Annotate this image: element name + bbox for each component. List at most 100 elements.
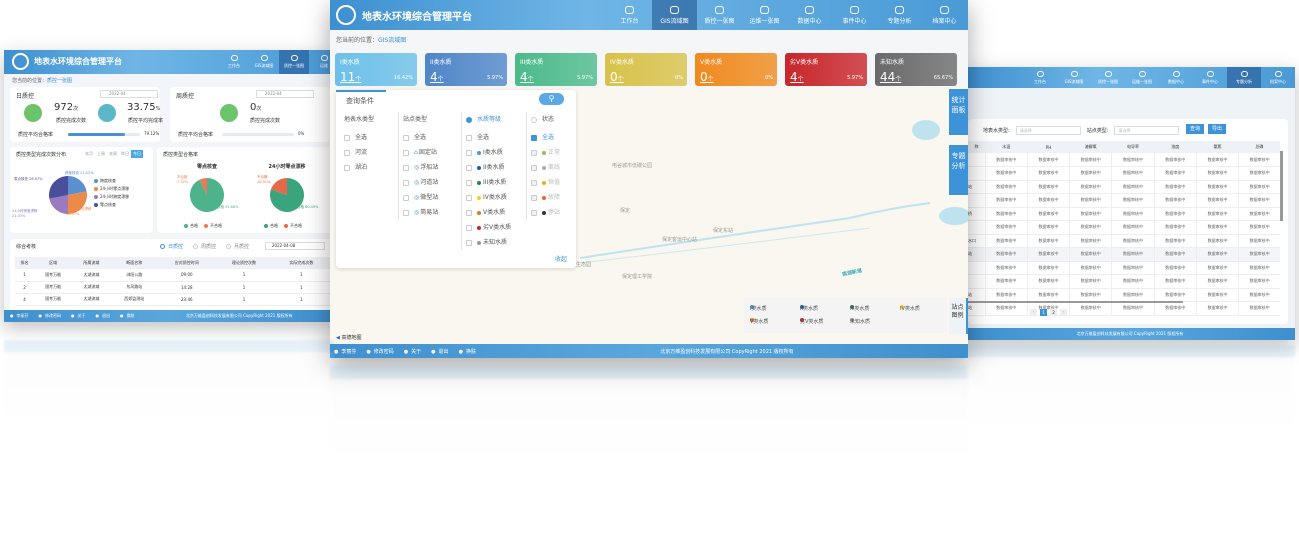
date-picker[interactable]: 2022-04-08 bbox=[265, 242, 325, 250]
water-quality-card[interactable]: II类水质 4个 5.97% bbox=[425, 53, 507, 86]
table-row[interactable]: 数据审核中 数据审核中 数据审核中 数据审核中 数据审核中 数据审核中 数据审核中 bbox=[968, 220, 1280, 234]
checkbox[interactable] bbox=[466, 194, 472, 201]
table-row[interactable]: 4 国考万能 太湖流域 西郊监测站 23:46 1 1 bbox=[15, 293, 330, 305]
table-row[interactable]: 数据审核中 数据审核中 数据审核中 数据审核中 数据审核中 数据审核中 数据审核中 bbox=[968, 193, 1280, 207]
horizontal-scrollbar[interactable] bbox=[968, 301, 1183, 303]
checkbox[interactable] bbox=[466, 209, 472, 216]
query-option[interactable]: 全选 bbox=[344, 130, 404, 145]
checkbox[interactable] bbox=[403, 179, 409, 186]
export-button[interactable]: 导出 bbox=[1208, 124, 1226, 134]
next-page-button[interactable]: › bbox=[1060, 309, 1067, 316]
nav-item[interactable]: 档案中心 bbox=[922, 0, 967, 30]
query-option[interactable]: ◎微型站 bbox=[403, 190, 458, 205]
logout-link[interactable]: ● 退出 bbox=[431, 348, 448, 355]
table-row[interactable]: 水口 数据审核中 数据审核中 数据审核中 数据审核中 数据审核中 数据审核中 数据审核中 bbox=[968, 234, 1280, 248]
nav-item[interactable]: 运维一张图 bbox=[742, 0, 787, 30]
user-link[interactable]: ● 李丽芬 bbox=[334, 348, 356, 355]
radio-button[interactable] bbox=[160, 244, 165, 249]
filter-select[interactable]: 请选择 bbox=[1114, 126, 1180, 135]
table-row[interactable]: 数据审核中 数据审核中 数据审核中 数据审核中 数据审核中 数据审核中 数据审核中 bbox=[968, 153, 1280, 167]
nav-item[interactable]: 质控一张图 bbox=[697, 0, 742, 30]
water-quality-card[interactable]: IV类水质 0个 0% bbox=[605, 53, 687, 86]
change-password-link[interactable]: ● 修改密码 bbox=[39, 313, 62, 319]
radio-option[interactable]: 日质控 bbox=[160, 243, 183, 250]
query-option[interactable]: ◎河道站 bbox=[403, 175, 458, 190]
tab[interactable]: 本月 bbox=[85, 151, 93, 156]
radio-button[interactable] bbox=[531, 116, 537, 123]
checkbox[interactable] bbox=[466, 224, 472, 231]
logout-link[interactable]: ● 退出 bbox=[96, 313, 111, 319]
table-row[interactable]: 站数据审核中 数据审核中 数据审核中 数据审核中 数据审核中 数据审核中 数据审核中 bbox=[968, 247, 1280, 261]
checkbox[interactable] bbox=[403, 134, 409, 141]
nav-item[interactable]: 质控一张图 bbox=[1091, 67, 1125, 88]
table-row[interactable]: 数据审核中 数据审核中 数据审核中 数据审核中 数据审核中 数据审核中 数据审核中 bbox=[968, 274, 1280, 288]
date-picker[interactable]: 2022-04 bbox=[256, 90, 314, 98]
nav-item[interactable]: 专题分析 bbox=[1227, 67, 1261, 88]
radio-option[interactable]: 月质控 bbox=[226, 243, 249, 250]
checkbox[interactable] bbox=[466, 149, 472, 156]
checkbox[interactable] bbox=[466, 179, 472, 186]
date-picker[interactable]: 2022-04 bbox=[100, 90, 158, 98]
table-row[interactable]: 桥数据审核中 数据审核中 数据审核中 数据审核中 数据审核中 数据审核中 数据审核中 bbox=[968, 207, 1280, 221]
nav-item[interactable]: 工作台 bbox=[607, 0, 652, 30]
checkbox[interactable] bbox=[531, 194, 537, 201]
table-row[interactable]: 数据审核中 数据审核中 数据审核中 数据审核中 数据审核中 数据审核中 数据审核中 bbox=[968, 261, 1280, 275]
nav-item[interactable]: GIS流域图 bbox=[652, 0, 697, 30]
nav-item[interactable]: GIS流域图 bbox=[1057, 67, 1091, 88]
radio-button[interactable] bbox=[193, 244, 199, 249]
checkbox[interactable] bbox=[403, 209, 409, 216]
nav-item[interactable]: 工作台 bbox=[1023, 67, 1057, 88]
checkbox[interactable] bbox=[531, 179, 537, 186]
radio-option[interactable]: 周质控 bbox=[193, 243, 216, 250]
table-row[interactable]: 站数据审核中 数据审核中 数据审核中 数据审核中 数据审核中 数据审核中 数据审核中 bbox=[968, 180, 1280, 194]
search-button[interactable]: ⚲ bbox=[539, 93, 564, 105]
tab[interactable]: 上周 bbox=[97, 151, 105, 156]
query-option[interactable]: 故障 bbox=[531, 190, 586, 205]
checkbox[interactable] bbox=[531, 209, 537, 216]
nav-item[interactable]: 专题分析 bbox=[877, 0, 922, 30]
query-option[interactable]: 停站 bbox=[531, 205, 586, 220]
water-quality-card[interactable]: III类水质 4个 5.97% bbox=[515, 53, 597, 86]
radio-button[interactable] bbox=[466, 116, 472, 123]
vertical-scrollbar[interactable] bbox=[1280, 151, 1283, 221]
query-option[interactable]: 全选 bbox=[531, 130, 586, 145]
checkbox[interactable] bbox=[403, 164, 409, 171]
query-option[interactable]: IV类水质 bbox=[466, 190, 521, 205]
query-option[interactable]: 恒值 bbox=[531, 175, 586, 190]
tab[interactable]: 昨日 bbox=[121, 151, 129, 156]
collapse-button[interactable]: 收起 bbox=[555, 256, 568, 263]
site-legend-button[interactable]: 站点图例 bbox=[949, 298, 968, 334]
radio-button[interactable] bbox=[226, 244, 232, 249]
table-row[interactable]: 站数据审核中 数据审核中 数据审核中 数据审核中 数据审核中 数据审核中 数据审核中 bbox=[968, 288, 1280, 302]
stats-panel-button[interactable]: 统计面板 bbox=[949, 89, 968, 135]
checkbox[interactable] bbox=[531, 149, 537, 156]
filter-select[interactable]: 请选择 bbox=[1015, 126, 1081, 135]
table-row[interactable]: 2 国考万能 太湖流域 东风路站 14:28 1 1 bbox=[15, 281, 330, 293]
nav-item[interactable]: 工作台 bbox=[219, 50, 249, 74]
about-link[interactable]: ● 关于 bbox=[71, 313, 86, 319]
query-option[interactable]: II类水质 bbox=[466, 160, 521, 175]
water-quality-card[interactable]: I类水质 11个 16.42% bbox=[335, 53, 417, 86]
query-option[interactable]: 湖泊 bbox=[344, 160, 404, 175]
nav-item[interactable]: 运维一张图 bbox=[1125, 67, 1159, 88]
page-button[interactable]: 2 bbox=[1050, 309, 1057, 316]
table-row[interactable]: 数据审核中 数据审核中 数据审核中 数据审核中 数据审核中 数据审核中 数据审核中 bbox=[968, 166, 1280, 180]
query-option[interactable]: ⌂固定站 bbox=[403, 145, 458, 160]
topic-analysis-button[interactable]: 专题分析 bbox=[949, 145, 968, 195]
table-row[interactable]: 1 国考万能 太湖流域 浏阳公路 09:00 1 1 bbox=[15, 269, 330, 281]
change-password-link[interactable]: ● 修改密码 bbox=[366, 348, 393, 355]
about-link[interactable]: ● 关于 bbox=[404, 348, 421, 355]
nav-item[interactable]: 档案中心 bbox=[1261, 67, 1295, 88]
skin-link[interactable]: ● 换肤 bbox=[120, 313, 135, 319]
table-row[interactable]: 站数据审核中 数据审核中 数据审核中 数据审核中 数据审核中 数据审核中 数据审核中 bbox=[968, 301, 1280, 315]
query-option[interactable]: V类水质 bbox=[466, 205, 521, 220]
user-link[interactable]: ● 李丽芬 bbox=[10, 313, 29, 319]
water-quality-card[interactable]: 未知水质 44个 65.67% bbox=[875, 53, 957, 86]
query-option[interactable]: 河流 bbox=[344, 145, 404, 160]
checkbox[interactable] bbox=[466, 134, 472, 141]
nav-item[interactable]: GIS流域图 bbox=[249, 50, 279, 74]
breadcrumb-current[interactable]: 质控一张图 bbox=[47, 78, 73, 84]
breadcrumb-current[interactable]: GIS流域图 bbox=[378, 37, 407, 44]
checkbox[interactable] bbox=[466, 239, 472, 246]
query-option[interactable]: 劣V类水质 bbox=[466, 220, 521, 235]
